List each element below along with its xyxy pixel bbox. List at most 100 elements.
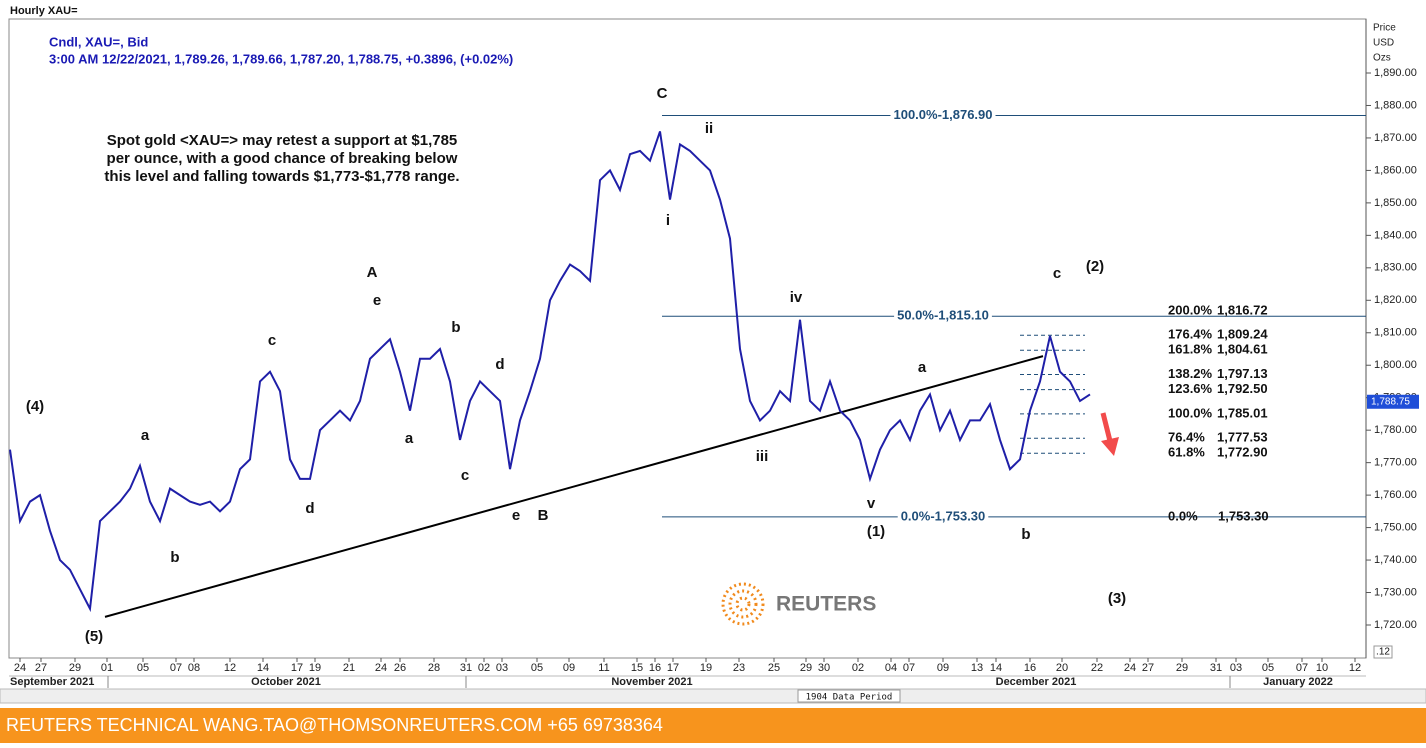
x-tick-label: 19 (309, 662, 321, 674)
x-tick-label: 05 (1262, 662, 1274, 674)
wave-label: (5) (85, 628, 103, 645)
info-line: Cndl, XAU=, Bid (49, 34, 148, 49)
y-tick-label: 1,760.00 (1374, 489, 1417, 501)
x-tick-label: 26 (394, 662, 406, 674)
x-tick-label: 21 (343, 662, 355, 674)
y-tick-label: 1,820.00 (1374, 294, 1417, 306)
x-tick-label: 05 (137, 662, 149, 674)
wave-label: e (512, 507, 520, 524)
wave-label: c (1053, 265, 1061, 282)
wave-label: (4) (26, 398, 44, 415)
wave-label: a (405, 430, 414, 447)
y-tick-label: 1,880.00 (1374, 99, 1417, 111)
axis-title: Price (1373, 23, 1396, 34)
wave-label: a (918, 359, 927, 376)
down-arrow (1100, 412, 1119, 456)
scale-label: .12 (1376, 647, 1390, 658)
wave-label: i (666, 212, 670, 229)
x-tick-label: 15 (631, 662, 643, 674)
wave-label: C (657, 85, 668, 102)
x-tick-label: 22 (1091, 662, 1103, 674)
note: this level and falling towards $1,773-$1… (104, 168, 459, 185)
y-tick-label: 1,740.00 (1374, 554, 1417, 566)
wave-label: c (268, 332, 276, 349)
fib-ext-pct: 138.2% (1168, 366, 1213, 381)
footer (0, 708, 1426, 743)
wave-label: ii (705, 120, 713, 137)
fib-ext-pct: 100.0% (1168, 405, 1213, 420)
window-title: Hourly XAU= (10, 5, 78, 17)
wave-label: b (451, 319, 460, 336)
fib-label: 0.0%-1,753.30 (901, 508, 986, 523)
fib-label: 50.0%-1,815.10 (897, 308, 989, 323)
info-line: 3:00 AM 12/22/2021, 1,789.26, 1,789.66, … (49, 51, 513, 66)
x-tick-label: 24 (14, 662, 26, 674)
fib-ext-pct: 123.6% (1168, 381, 1213, 396)
last-price-box (1367, 394, 1419, 409)
wave-label: b (170, 549, 179, 566)
fib-ext-pct: 0.0% (1168, 508, 1198, 523)
x-tick-label: 09 (937, 662, 949, 674)
x-tick-label: 23 (733, 662, 745, 674)
y-tick-label: 1,830.00 (1374, 262, 1417, 274)
x-tick-label: 24 (375, 662, 387, 674)
x-month-label: January 2022 (1263, 676, 1333, 688)
x-tick-label: 27 (35, 662, 47, 674)
wave-label: b (1021, 526, 1030, 543)
fib-ext-pct: 161.8% (1168, 342, 1213, 357)
x-tick-label: 14 (990, 662, 1002, 674)
x-tick-label: 19 (700, 662, 712, 674)
y-tick-label: 1,870.00 (1374, 132, 1417, 144)
fib-ext-price: 1,777.53 (1217, 430, 1268, 445)
note: per ounce, with a good chance of breakin… (107, 150, 458, 167)
last-price-label: 1,788.75 (1371, 396, 1410, 407)
x-tick-label: 16 (649, 662, 661, 674)
x-tick-label: 03 (496, 662, 508, 674)
x-tick-label: 08 (188, 662, 200, 674)
y-tick-label: 1,730.00 (1374, 586, 1417, 598)
wave-label: e (373, 292, 381, 309)
x-tick-label: 17 (667, 662, 679, 674)
fib-ext-price: 1,753.30 (1218, 508, 1269, 523)
x-month-label: December 2021 (996, 676, 1077, 688)
x-tick-label: 31 (460, 662, 472, 674)
wave-label: c (461, 467, 469, 484)
fib-label: 100.0%-1,876.90 (893, 107, 992, 122)
wave-label: iv (790, 289, 803, 306)
wave-label: a (141, 427, 150, 444)
fib-ext-pct: 176.4% (1168, 327, 1213, 342)
scroll-thumb[interactable] (797, 689, 901, 703)
fib-label-bg (897, 508, 989, 525)
logo-mark (721, 582, 765, 626)
title-bar (0, 0, 1426, 20)
wave-label: d (495, 356, 504, 373)
x-tick-label: 02 (852, 662, 864, 674)
x-tick-label: 07 (1296, 662, 1308, 674)
x-tick-label: 12 (1349, 662, 1361, 674)
wave-label: d (305, 500, 314, 517)
fib-ext-price: 1,809.24 (1217, 327, 1268, 342)
fib-ext-price: 1,816.72 (1217, 302, 1268, 317)
axis-title: Ozs (1373, 53, 1391, 64)
x-month-label: September 2021 (10, 676, 94, 688)
x-tick-label: 25 (768, 662, 780, 674)
axis-title: USD (1373, 38, 1394, 49)
x-tick-label: 29 (800, 662, 812, 674)
y-tick-label: 1,840.00 (1374, 229, 1417, 241)
x-tick-label: 17 (291, 662, 303, 674)
fib-label-bg (890, 107, 996, 124)
x-tick-label: 14 (257, 662, 269, 674)
x-tick-label: 03 (1230, 662, 1242, 674)
x-tick-label: 29 (69, 662, 81, 674)
fib-ext-pct: 76.4% (1168, 430, 1205, 445)
x-tick-label: 12 (224, 662, 236, 674)
x-month-label: November 2021 (611, 676, 692, 688)
x-tick-label: 07 (170, 662, 182, 674)
fib-ext-pct: 61.8% (1168, 445, 1205, 460)
y-tick-label: 1,890.00 (1374, 67, 1417, 79)
wave-label: (3) (1108, 590, 1126, 607)
scroll-bar[interactable] (0, 688, 1426, 704)
wave-label: (1) (867, 523, 885, 540)
